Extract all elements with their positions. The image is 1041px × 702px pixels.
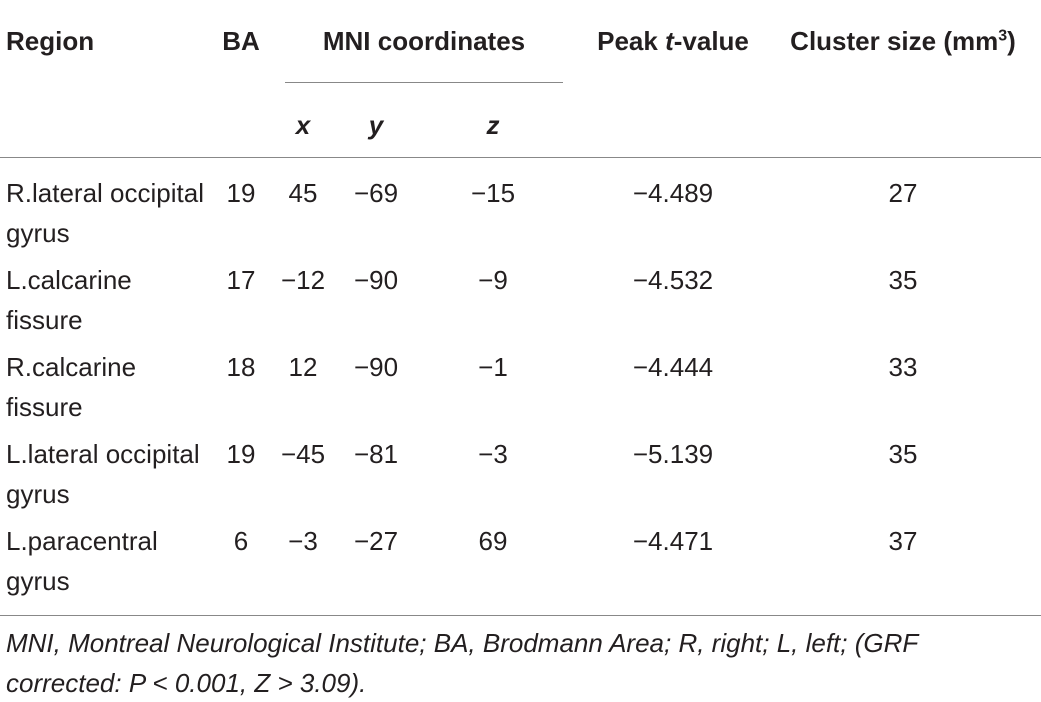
cell-y: −90 bbox=[353, 265, 399, 295]
cell-cluster: 33 bbox=[888, 352, 918, 382]
cell-z: 69 bbox=[478, 526, 508, 556]
cell-cluster: 35 bbox=[888, 265, 918, 295]
cell-region: R.lateral occipital gyrus bbox=[6, 178, 204, 248]
cell-ba: 17 bbox=[226, 265, 256, 295]
text: t bbox=[665, 26, 674, 56]
cell-region: L.lateral occipital gyrus bbox=[6, 439, 200, 509]
cell-x: 12 bbox=[288, 352, 318, 382]
cell-peak: −4.489 bbox=[632, 178, 714, 208]
cell-ba: 6 bbox=[233, 526, 249, 556]
cell-ba: 18 bbox=[226, 352, 256, 382]
text: ) bbox=[1007, 26, 1016, 56]
cell-z: −15 bbox=[470, 178, 516, 208]
header-ba: BA bbox=[222, 26, 260, 56]
header-cluster: Cluster size (mm3) bbox=[790, 21, 1016, 61]
sub-x: x bbox=[295, 110, 311, 140]
cell-x: −3 bbox=[288, 526, 318, 556]
cell-region: R.calcarine fissure bbox=[6, 352, 137, 422]
header-mni: MNI coordinates bbox=[322, 26, 526, 56]
cell-y: −27 bbox=[353, 526, 399, 556]
cell-peak: −4.444 bbox=[632, 352, 714, 382]
header-region: Region bbox=[6, 26, 95, 56]
cell-peak: −4.471 bbox=[632, 526, 714, 556]
cell-ba: 19 bbox=[226, 178, 256, 208]
cell-cluster: 37 bbox=[888, 526, 918, 556]
text: Cluster size (mm bbox=[790, 26, 999, 56]
sub-z: z bbox=[486, 110, 500, 140]
sub-y: y bbox=[368, 110, 384, 140]
cell-y: −81 bbox=[353, 439, 399, 469]
cell-z: −3 bbox=[478, 439, 508, 469]
text: Peak bbox=[597, 26, 666, 56]
cell-x: 45 bbox=[288, 178, 318, 208]
cell-x: −45 bbox=[280, 439, 326, 469]
cell-x: −12 bbox=[280, 265, 326, 295]
rule bbox=[0, 157, 1041, 158]
footnote: MNI, Montreal Neurological Institute; BA… bbox=[6, 628, 918, 698]
cell-y: −90 bbox=[353, 352, 399, 382]
cell-z: −1 bbox=[478, 352, 508, 382]
text: -value bbox=[673, 26, 749, 56]
cell-region: L.paracentral gyrus bbox=[6, 526, 158, 596]
cell-y: −69 bbox=[353, 178, 399, 208]
cell-cluster: 35 bbox=[888, 439, 918, 469]
cell-cluster: 27 bbox=[888, 178, 918, 208]
text: 3 bbox=[998, 27, 1008, 45]
cell-z: −9 bbox=[478, 265, 508, 295]
rule bbox=[0, 615, 1041, 616]
cell-peak: −4.532 bbox=[632, 265, 714, 295]
cell-ba: 19 bbox=[226, 439, 256, 469]
rule bbox=[285, 82, 563, 83]
cell-peak: −5.139 bbox=[632, 439, 714, 469]
header-peak: Peak t-value bbox=[597, 21, 749, 61]
cell-region: L.calcarine fissure bbox=[6, 265, 132, 335]
